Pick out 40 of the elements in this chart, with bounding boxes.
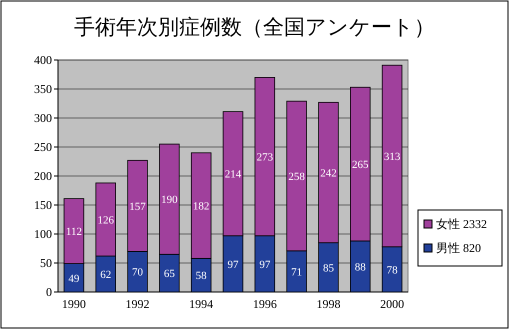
data-label: 49 — [68, 272, 80, 285]
data-label: 190 — [161, 194, 178, 206]
data-label: 71 — [291, 266, 302, 278]
data-label: 88 — [354, 261, 366, 274]
data-label: 126 — [97, 214, 114, 226]
data-label: 97 — [228, 258, 239, 271]
data-label: 313 — [384, 150, 401, 163]
y-tick-label: 250 — [34, 140, 52, 154]
data-label: 85 — [322, 262, 334, 274]
data-label: 62 — [100, 269, 112, 282]
legend-label: 男性 820 — [436, 241, 481, 255]
y-tick-label: 300 — [34, 111, 52, 125]
data-label: 112 — [66, 226, 82, 238]
data-label: 65 — [164, 268, 176, 280]
data-label: 70 — [132, 266, 144, 279]
y-tick-label: 200 — [34, 169, 52, 183]
x-tick-label: 1990 — [62, 297, 86, 311]
data-label: 182 — [192, 200, 210, 213]
data-label: 58 — [196, 270, 208, 282]
y-tick-label: 150 — [34, 198, 52, 212]
x-tick-label: 1992 — [126, 297, 150, 311]
y-tick-label: 0 — [46, 285, 52, 299]
x-tick-label: 2000 — [380, 297, 404, 311]
legend-label: 女性 2332 — [436, 217, 487, 231]
y-tick-label: 50 — [40, 256, 52, 270]
data-label: 97 — [259, 258, 271, 271]
data-label: 214 — [224, 168, 242, 181]
x-tick-label: 1994 — [189, 297, 214, 311]
x-tick-label: 1998 — [316, 297, 340, 311]
y-tick-label: 100 — [34, 227, 52, 241]
data-label: 265 — [352, 159, 370, 172]
data-label: 78 — [386, 264, 398, 276]
y-tick-label: 400 — [34, 53, 52, 67]
data-label: 258 — [288, 171, 306, 183]
x-tick-label: 1996 — [252, 297, 277, 311]
data-label: 273 — [256, 152, 274, 164]
chart-title: 手術年次別症例数（全国アンケート） — [74, 16, 435, 39]
data-label: 157 — [129, 200, 146, 213]
y-tick-label: 350 — [34, 82, 52, 96]
data-label: 242 — [320, 168, 337, 180]
